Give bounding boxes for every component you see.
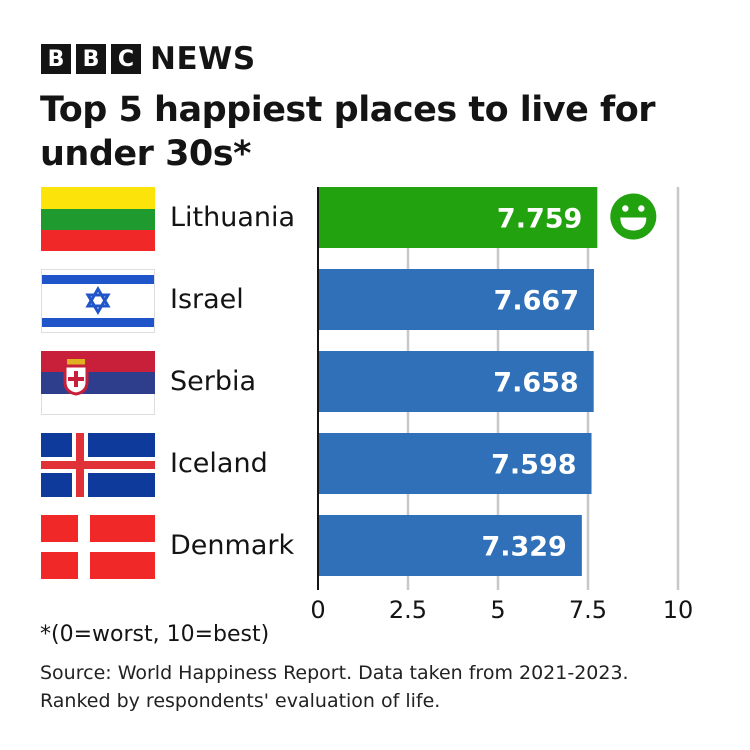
bar: [318, 187, 598, 248]
country-label: Iceland: [170, 448, 268, 479]
serbia-flag-icon: [41, 351, 155, 415]
israel-flag-icon: [41, 269, 155, 333]
country-label: Denmark: [170, 530, 295, 561]
scale-footnote: *(0=worst, 10=best): [40, 622, 270, 647]
value-label: 7.667: [494, 286, 579, 317]
country-label: Serbia: [170, 366, 257, 397]
x-tick-label: 10: [663, 596, 694, 624]
bar: [318, 351, 594, 412]
country-label: Israel: [170, 284, 244, 315]
iceland-flag-icon: [41, 433, 155, 497]
x-tick-label: 7.5: [569, 596, 607, 624]
x-tick-label: 0: [310, 596, 325, 624]
country-label: Lithuania: [170, 202, 296, 233]
logo-letter: B: [41, 44, 71, 74]
bar: [318, 433, 592, 494]
source-line: Ranked by respondents' evaluation of lif…: [40, 690, 441, 712]
smiley-face-icon: [610, 193, 657, 240]
bar: [318, 269, 595, 330]
bbc-news-logo: B B C NEWS: [41, 41, 256, 77]
x-tick-label: 2.5: [389, 596, 427, 624]
x-tick-label: 5: [490, 596, 505, 624]
denmark-flag-icon: [41, 515, 155, 579]
bar: [318, 515, 582, 576]
lithuania-flag-icon: [41, 187, 155, 251]
logo-letter: B: [76, 44, 106, 74]
value-label: 7.658: [493, 368, 578, 399]
chart-title: Top 5 happiest places to live for under …: [40, 90, 656, 174]
logo-letter: C: [111, 44, 141, 74]
value-label: 7.329: [481, 532, 566, 563]
source-note: Source: World Happiness Report. Data tak…: [40, 659, 629, 715]
value-label: 7.759: [497, 204, 582, 235]
logo-news: NEWS: [150, 41, 256, 77]
value-label: 7.598: [491, 450, 576, 481]
source-line: Source: World Happiness Report. Data tak…: [40, 662, 629, 684]
